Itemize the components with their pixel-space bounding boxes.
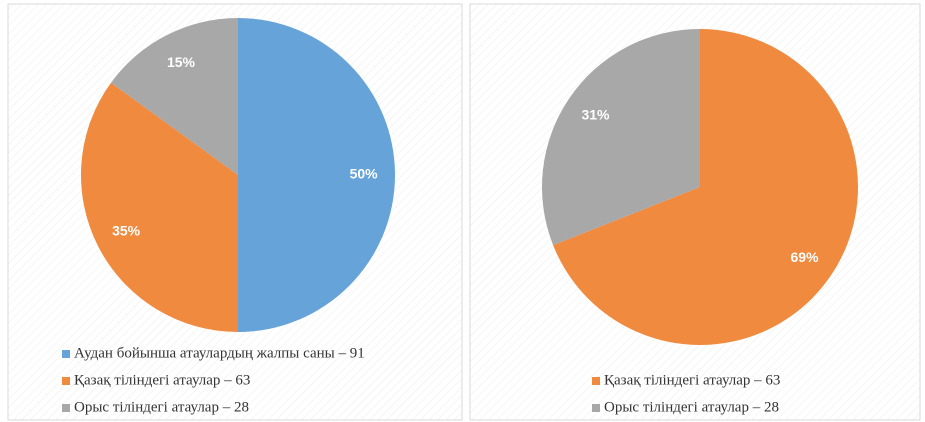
slice-label: 31% <box>581 107 610 123</box>
pie-slice <box>80 82 238 332</box>
legend-swatch <box>62 404 70 412</box>
pie-slice <box>553 29 858 345</box>
slice-label: 69% <box>791 249 820 265</box>
legend-label: Орыс тіліндегі атаулар – 28 <box>74 399 249 415</box>
pie-slice <box>110 18 238 175</box>
legend-label: Орыс тіліндегі атаулар – 28 <box>604 399 779 415</box>
pie-slice <box>542 29 700 246</box>
legend-label: Қазақ тіліндегі атаулар – 63 <box>74 372 250 388</box>
legend-label: Қазақ тіліндегі атаулар – 63 <box>604 372 780 388</box>
legend-label: Аудан бойынша атаулардың жалпы саны – 91 <box>74 345 365 361</box>
slice-label: 15% <box>167 54 196 70</box>
slice-label: 50% <box>350 166 379 182</box>
legend-swatch <box>62 350 70 358</box>
legend-swatch <box>62 377 70 385</box>
legend-swatch <box>592 404 600 412</box>
legend-swatch <box>592 377 600 385</box>
pie-slice <box>238 18 395 332</box>
slice-label: 35% <box>112 223 141 239</box>
